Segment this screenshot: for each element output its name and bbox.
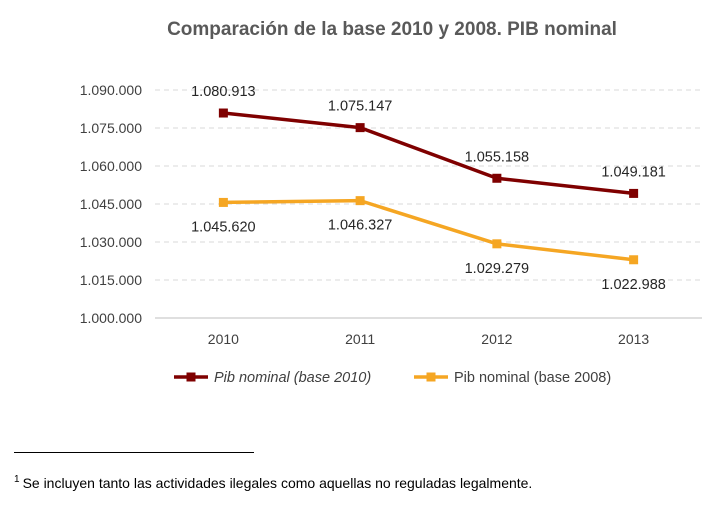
data-label: 1.080.913 <box>191 84 256 100</box>
data-label: 1.055.158 <box>465 149 530 165</box>
y-tick-label: 1.045.000 <box>80 196 142 212</box>
legend-label: Pib nominal (base 2010) <box>214 370 371 386</box>
data-point <box>629 255 639 265</box>
footnote-text: Se incluyen tanto las actividades ilegal… <box>22 475 533 491</box>
data-label: 1.075.147 <box>328 99 393 115</box>
data-point <box>218 108 228 118</box>
data-label: 1.049.181 <box>601 164 666 180</box>
legend-marker <box>426 372 436 382</box>
legend: Pib nominal (base 2010) Pib nominal (base… <box>174 370 611 386</box>
data-point <box>355 123 365 133</box>
y-tick-label: 1.075.000 <box>80 120 142 136</box>
y-tick-label: 1.030.000 <box>80 234 142 250</box>
series-1: 1.080.913 1.075.147 1.055.158 1.049.181 <box>191 84 666 198</box>
x-tick-label: 2012 <box>481 331 512 347</box>
series-2: 1.045.620 1.046.327 1.029.279 1.022.988 <box>191 196 666 293</box>
data-point <box>629 188 639 198</box>
y-tick-label: 1.015.000 <box>80 272 142 288</box>
data-point <box>218 197 228 207</box>
y-tick-label: 1.090.000 <box>80 82 142 98</box>
data-label: 1.046.327 <box>328 218 393 234</box>
series-line <box>223 111 634 196</box>
line-chart: Comparación de la base 2010 y 2008. PIB … <box>80 19 702 386</box>
data-point <box>355 196 365 206</box>
x-axis: 2010 2011 2012 2013 <box>208 331 650 347</box>
x-tick-label: 2013 <box>618 331 649 347</box>
data-label: 1.029.279 <box>465 261 530 277</box>
legend-label: Pib nominal (base 2008) <box>454 370 611 386</box>
legend-item-2: Pib nominal (base 2008) <box>414 370 611 386</box>
y-tick-label: 1.000.000 <box>80 310 142 326</box>
footnote: 1 Se incluyen tanto las actividades ilega… <box>14 474 532 491</box>
legend-item-1: Pib nominal (base 2010) <box>174 370 371 386</box>
data-point <box>492 239 502 249</box>
y-tick-label: 1.060.000 <box>80 158 142 174</box>
series-group: 1.080.913 1.075.147 1.055.158 1.049.181 1.04… <box>191 84 666 293</box>
x-tick-label: 2010 <box>208 331 239 347</box>
footnote-divider <box>14 452 254 453</box>
x-tick-label: 2011 <box>345 331 375 347</box>
footnote-marker: 1 <box>14 474 20 485</box>
series-line <box>223 198 634 262</box>
data-label: 1.045.620 <box>191 219 256 235</box>
data-label: 1.022.988 <box>601 277 666 293</box>
grid <box>155 89 702 319</box>
legend-marker <box>186 372 196 382</box>
data-point <box>492 173 502 183</box>
chart-title: Comparación de la base 2010 y 2008. PIB … <box>167 19 617 40</box>
y-axis: 1.000.000 1.015.000 1.030.000 1.045.000 1.06… <box>80 82 142 326</box>
